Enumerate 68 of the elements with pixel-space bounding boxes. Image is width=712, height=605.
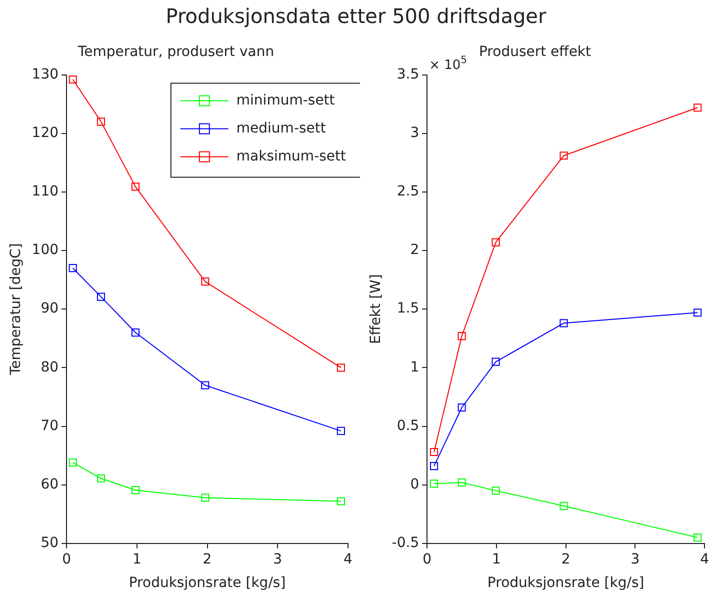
point (458, 478, 466, 487)
point (131, 182, 140, 191)
legend-label: medium-sett (236, 120, 326, 136)
y-tick-label: 0 (410, 476, 420, 492)
x-tick-label: 3 (630, 551, 640, 568)
y-tick-label: 50 (40, 535, 59, 552)
point (430, 480, 438, 488)
y-tick-label: 100 (32, 242, 59, 258)
y-tick-label: 70 (40, 418, 59, 434)
x-axis-title: Produksjonsrate [kg/s] (487, 575, 644, 592)
legend-label: maksimum-sett (236, 148, 347, 164)
point (458, 332, 466, 340)
point (492, 486, 500, 495)
y-tick-label: -0.5 (392, 535, 420, 552)
x-tick-label: 0 (62, 551, 71, 568)
y-tick-label: 2.5 (396, 184, 420, 200)
x-tick-label: 0 (422, 551, 432, 568)
chart-subtitle: Temperatur, produsert vann (76, 44, 274, 60)
point (560, 152, 568, 160)
point (201, 278, 210, 286)
point (560, 502, 568, 510)
point (336, 426, 345, 435)
y-tick-label: 3 (410, 125, 420, 142)
point (96, 292, 106, 301)
point (430, 462, 438, 470)
point (68, 264, 77, 272)
x-tick-label: 2 (202, 551, 212, 568)
point (131, 486, 140, 494)
point (131, 328, 140, 337)
legend-label: minimum-sett (236, 92, 336, 108)
y-tick-label: 1 (410, 359, 420, 376)
point (492, 238, 500, 246)
point (560, 319, 568, 328)
point (96, 118, 106, 126)
point (492, 358, 500, 366)
point (336, 497, 345, 506)
y-tick-label: 1.5 (396, 300, 420, 317)
y-tick-label: 90 (40, 300, 59, 317)
point (201, 381, 210, 390)
y-tick-label: 60 (40, 476, 59, 492)
point (694, 534, 702, 542)
y-tick-label: 120 (32, 125, 59, 142)
point (694, 104, 702, 112)
x-tick-label: 1 (132, 551, 142, 568)
point (694, 308, 702, 317)
y-tick-label: 110 (32, 184, 59, 200)
y-tick-label: 2 (410, 242, 420, 258)
x-tick-label: 4 (700, 551, 710, 568)
y-axis-title: Effekt [W] (368, 274, 384, 344)
point (201, 494, 210, 502)
x-tick-label: 4 (344, 551, 353, 568)
x-axis-title: Produksjonsrate [kg/s] (128, 575, 286, 592)
point (458, 403, 466, 412)
x-tick-label: 2 (561, 551, 570, 568)
point (96, 474, 106, 482)
chart-title: Produksjonsdata etter 500 driftsdager (164, 4, 548, 28)
point (430, 448, 438, 456)
y-tick-label: 3.5 (396, 66, 420, 82)
chart-subtitle: Produsert effekt (478, 44, 592, 60)
y-axis-title: Temperatur [degC] (8, 243, 24, 376)
point (336, 364, 345, 372)
y-tick-label: 130 (32, 66, 59, 82)
y-tick-label: 0.5 (396, 418, 420, 434)
point (68, 75, 77, 84)
x-tick-label: 3 (273, 551, 282, 568)
y-tick-label: 80 (40, 359, 59, 376)
x-tick-label: 1 (492, 551, 501, 568)
point (68, 458, 77, 467)
